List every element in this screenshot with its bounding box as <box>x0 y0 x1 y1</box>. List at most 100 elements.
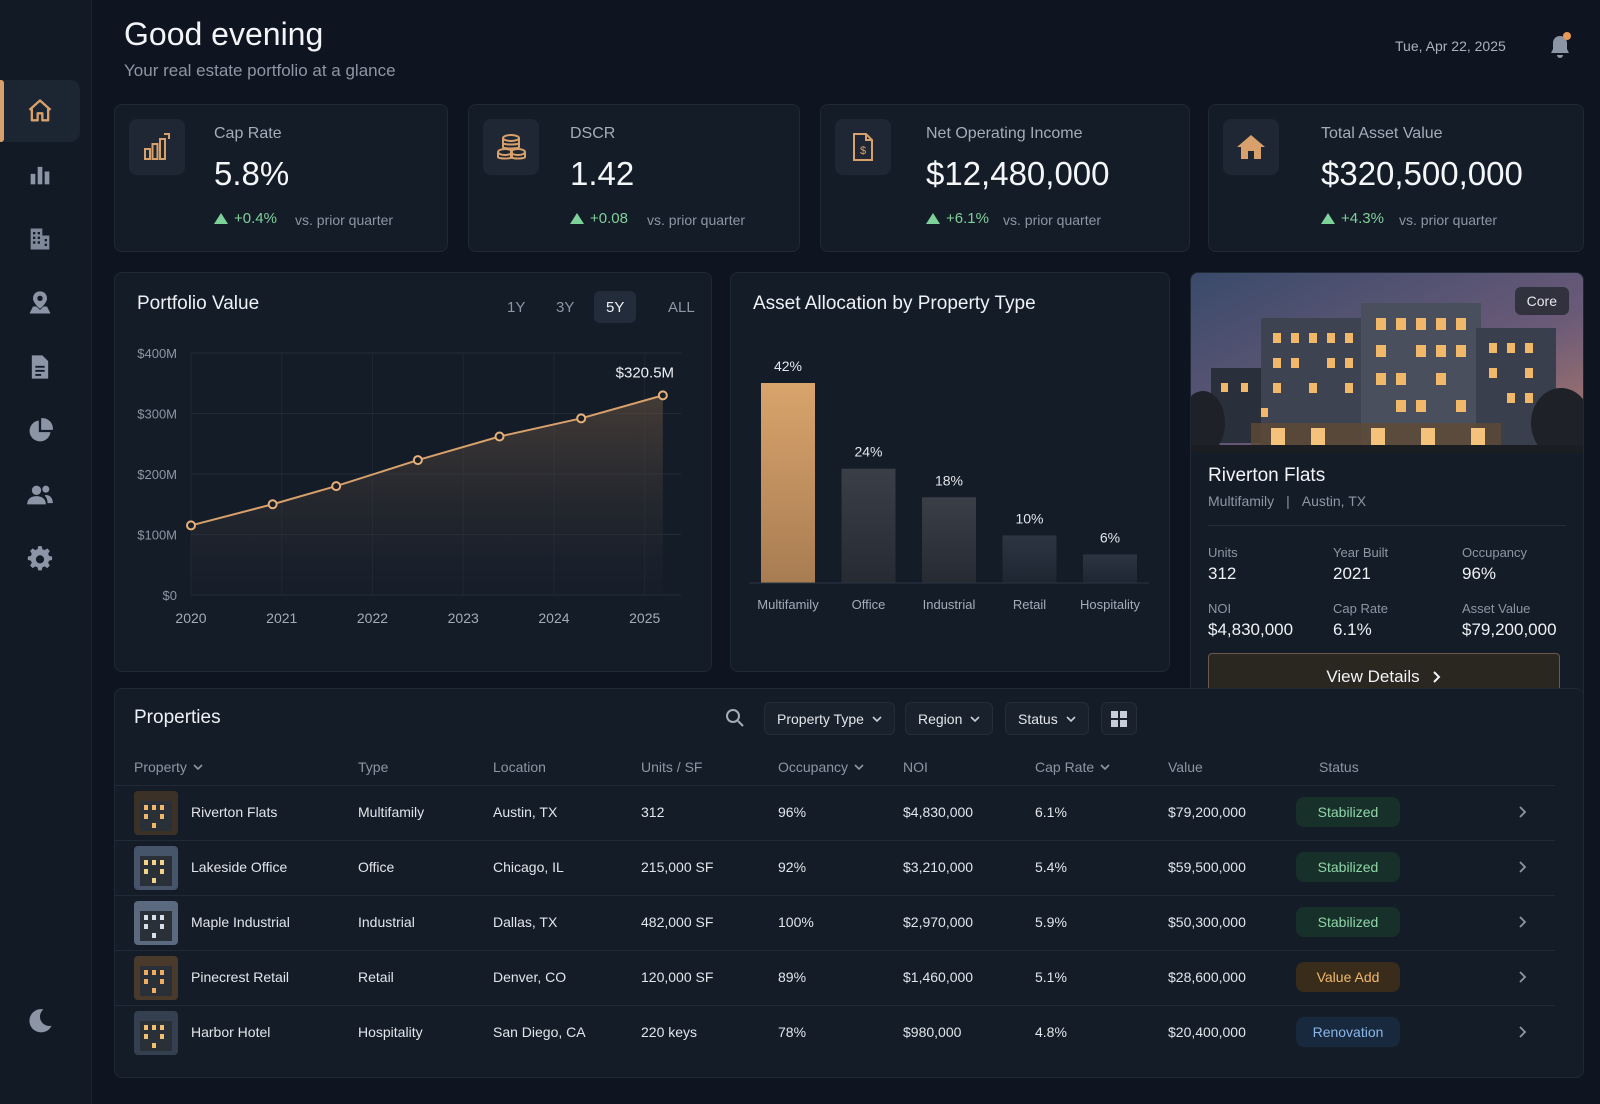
current-date: Tue, Apr 22, 2025 <box>1395 38 1506 54</box>
chevron-down-icon <box>872 715 882 722</box>
cell-noi: $3,210,000 <box>903 859 974 875</box>
column-header-label: Occupancy <box>778 759 849 775</box>
cell-value: $59,500,000 <box>1168 859 1246 875</box>
kpi-note: vs. prior quarter <box>1399 212 1498 228</box>
chevron-right-icon[interactable] <box>1515 915 1529 929</box>
status-badge: Stabilized <box>1296 907 1400 937</box>
data-point[interactable] <box>412 455 423 466</box>
notification-bell-icon[interactable] <box>1548 34 1572 60</box>
nav-allocation[interactable] <box>0 400 80 462</box>
chevron-right-icon[interactable] <box>1515 860 1529 874</box>
bar-value-label: 10% <box>1015 510 1043 526</box>
cell-units: 215,000 SF <box>641 859 714 875</box>
notification-dot <box>1563 32 1571 40</box>
status-badge: Renovation <box>1296 1017 1400 1047</box>
allocation-bar[interactable] <box>922 497 976 583</box>
cell-cap: 4.8% <box>1035 1024 1067 1040</box>
kpi-icon-box <box>1223 119 1279 175</box>
column-header-noi[interactable]: NOI <box>903 759 928 775</box>
column-header-type[interactable]: Type <box>358 759 389 775</box>
asset-allocation-card: Asset Allocation by Property Type 42% Mul… <box>730 272 1170 672</box>
kpi-label: Net Operating Income <box>926 125 1083 142</box>
range-tab-3y[interactable]: 3Y <box>556 298 575 316</box>
filter-region[interactable]: Region <box>905 702 994 735</box>
x-tick-label: 2024 <box>538 610 569 626</box>
nav-home[interactable] <box>0 80 80 142</box>
kpi-delta: +6.1% <box>926 210 989 227</box>
table-row[interactable]: Pinecrest Retail Retail Denver, CO 120,000 … <box>115 950 1555 1004</box>
range-tab-all[interactable]: ALL <box>668 298 695 316</box>
column-header-property[interactable]: Property <box>134 759 203 775</box>
search-icon[interactable] <box>725 708 745 728</box>
column-header-occupancy[interactable]: Occupancy <box>778 759 864 775</box>
chevron-down-icon <box>854 764 864 771</box>
property-name[interactable]: Riverton Flats <box>191 804 278 820</box>
kpi-card-noi: $ Net Operating Income $12,480,000 +6.1%… <box>820 104 1190 252</box>
filter-status[interactable]: Status <box>1005 702 1089 735</box>
nav-documents[interactable] <box>0 336 80 398</box>
nav-investors[interactable] <box>0 464 80 526</box>
data-point[interactable] <box>576 413 587 424</box>
featured-property-subtitle: Multifamily | Austin, TX <box>1208 493 1366 509</box>
cell-units: 312 <box>641 804 665 820</box>
bar-chart-icon <box>30 166 50 185</box>
allocation-bar[interactable] <box>841 468 896 583</box>
cell-occupancy: 100% <box>778 914 814 930</box>
filter-property-type[interactable]: Property Type <box>764 702 895 735</box>
data-point[interactable] <box>657 390 668 401</box>
data-point[interactable] <box>331 481 342 492</box>
table-row[interactable]: Riverton Flats Multifamily Austin, TX 312 96… <box>115 785 1555 839</box>
cell-type: Hospitality <box>358 1024 423 1040</box>
y-tick-label: $300M <box>137 407 177 422</box>
property-name[interactable]: Harbor Hotel <box>191 1024 271 1040</box>
nav-map[interactable] <box>0 272 80 334</box>
up-triangle-icon <box>1321 213 1335 224</box>
property-name[interactable]: Lakeside Office <box>191 859 288 875</box>
nav-properties[interactable] <box>0 208 80 270</box>
kpi-value: $320,500,000 <box>1321 155 1523 192</box>
data-point[interactable] <box>494 431 505 442</box>
chevron-right-icon[interactable] <box>1515 970 1529 984</box>
bar-category-label: Retail <box>1013 597 1046 612</box>
column-header-location[interactable]: Location <box>493 759 546 775</box>
allocation-bar[interactable] <box>761 383 815 583</box>
range-tab-5y[interactable]: 5Y <box>594 291 637 323</box>
filter-label: Status <box>1018 710 1058 727</box>
table-row[interactable]: Lakeside Office Office Chicago, IL 215,000 … <box>115 840 1555 894</box>
chevron-right-icon[interactable] <box>1515 1025 1529 1039</box>
column-header-status[interactable]: Status <box>1319 759 1359 775</box>
column-header-units[interactable]: Units / SF <box>641 759 703 775</box>
page-title: Good evening <box>124 16 324 52</box>
properties-table-card: Properties Property Type Region Status P… <box>114 688 1584 1078</box>
featured-property-name: Riverton Flats <box>1208 465 1326 486</box>
column-header-value[interactable]: Value <box>1168 759 1203 775</box>
x-tick-label: 2020 <box>175 610 206 626</box>
range-tab-1y[interactable]: 1Y <box>507 298 526 316</box>
allocation-bar[interactable] <box>1002 535 1057 583</box>
grid-view-toggle[interactable] <box>1101 702 1137 735</box>
property-thumbnail <box>134 901 178 945</box>
table-row[interactable]: Harbor Hotel Hospitality San Diego, CA 220 … <box>115 1005 1555 1059</box>
cell-cap: 5.4% <box>1035 859 1067 875</box>
chevron-right-icon[interactable] <box>1515 805 1529 819</box>
grid-icon <box>1111 710 1127 727</box>
users-icon <box>27 485 53 505</box>
property-thumbnail <box>134 956 178 1000</box>
data-point[interactable] <box>186 520 196 531</box>
column-header-cap-rate[interactable]: Cap Rate <box>1035 759 1110 775</box>
featured-property-card: Core Riverton Flats Multifamily | Austin… <box>1190 272 1584 724</box>
house-icon <box>1237 135 1265 159</box>
property-name[interactable]: Maple Industrial <box>191 914 290 930</box>
nav-analytics[interactable] <box>0 144 80 206</box>
property-name[interactable]: Pinecrest Retail <box>191 969 290 985</box>
chevron-down-icon <box>1066 715 1076 722</box>
cell-cap: 5.9% <box>1035 914 1067 930</box>
cell-occupancy: 96% <box>778 804 807 820</box>
theme-toggle[interactable] <box>0 990 80 1052</box>
table-row[interactable]: Maple Industrial Industrial Dallas, TX 482,… <box>115 895 1555 949</box>
nav-settings[interactable] <box>0 528 80 590</box>
home-icon <box>28 99 52 122</box>
allocation-bar[interactable] <box>1083 554 1137 583</box>
stat-label-year-built: Year Built <box>1333 545 1389 560</box>
data-point[interactable] <box>267 499 278 510</box>
